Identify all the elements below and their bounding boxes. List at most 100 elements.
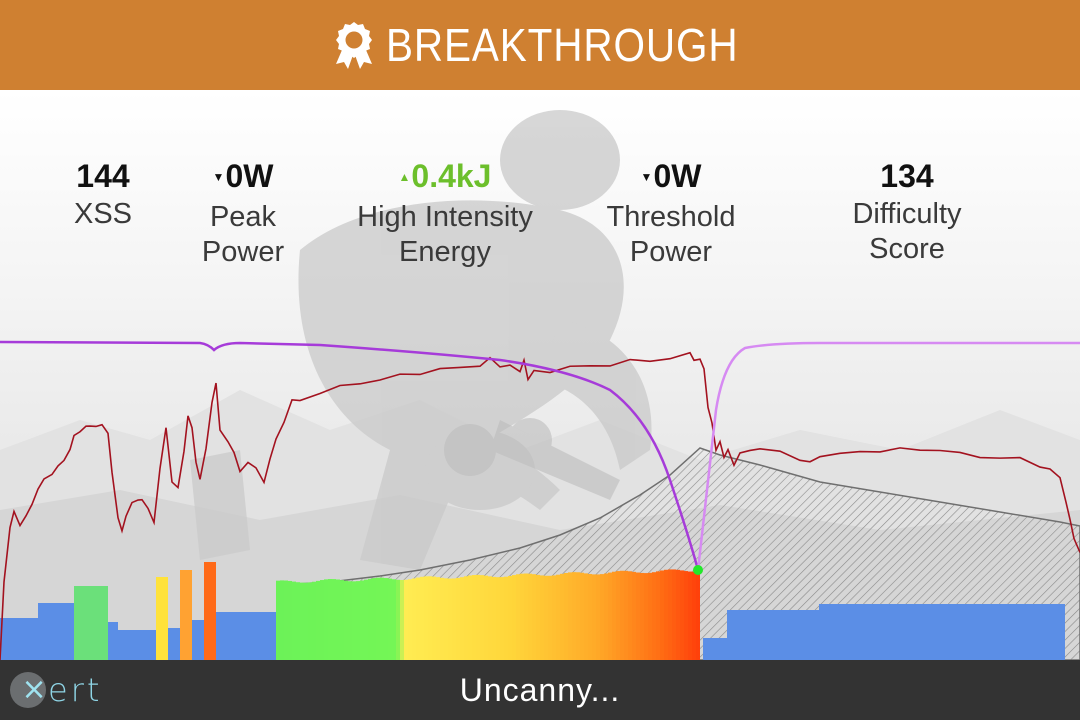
award-badge-icon [335, 22, 372, 69]
interval-bar [372, 578, 376, 660]
endurance-bar [168, 628, 180, 660]
interval-bar [516, 574, 520, 660]
interval-bar [384, 578, 388, 660]
stat-value: 144 [76, 158, 130, 194]
interval-bar [312, 581, 316, 660]
interval-bar [672, 569, 676, 660]
interval-bar [620, 570, 624, 660]
endurance-bar [38, 603, 74, 660]
interval-bar [508, 575, 512, 660]
interval-bar [460, 577, 464, 660]
interval-bar [304, 582, 308, 660]
header-title: BREAKTHROUGH [385, 19, 739, 71]
interval-bar [556, 574, 560, 660]
stat-label: XSS [73, 198, 133, 230]
interval-bar [332, 579, 336, 660]
endurance-bar [727, 610, 819, 660]
interval-bar [532, 574, 536, 660]
interval-bar [492, 576, 496, 660]
interval-bar [612, 571, 616, 660]
endurance-bar [216, 612, 276, 660]
interval-bar [604, 573, 608, 660]
footer-bar: × ert Uncanny... [0, 660, 1080, 720]
interval-bar [320, 580, 324, 660]
interval-bar [476, 574, 480, 660]
interval-bar [520, 573, 524, 660]
xert-logo: × ert [10, 668, 102, 712]
interval-bar [504, 576, 508, 660]
interval-bar [400, 579, 404, 660]
interval-bar [308, 582, 312, 660]
interval-bar [688, 571, 692, 660]
stat-threshold-power: ▼0W Threshold Power [607, 155, 736, 270]
interval-bar [316, 580, 320, 660]
interval-bar [452, 578, 456, 660]
interval-bar [364, 579, 368, 660]
interval-bar [360, 580, 364, 660]
interval-bar [292, 581, 296, 660]
interval-bar [684, 571, 688, 660]
interval-bar [668, 569, 672, 660]
interval-bar [540, 575, 544, 660]
interval-bar [416, 577, 420, 660]
interval-bar [552, 575, 556, 660]
interval-bar [648, 572, 652, 660]
interval-bar [656, 571, 660, 660]
interval-bar [280, 580, 284, 660]
interval-bar [636, 572, 640, 660]
interval-bar [696, 571, 700, 660]
interval-bar [584, 573, 588, 660]
interval-bar [536, 574, 540, 660]
interval-bar [456, 577, 460, 660]
mpa-recovery-line [696, 341, 1080, 571]
stat-label: Difficulty Score [852, 198, 962, 265]
interval-bar [640, 572, 644, 660]
interval-bar [568, 572, 572, 660]
interval-bar [680, 570, 684, 660]
interval-bar [588, 573, 592, 660]
endurance-bar [108, 622, 118, 660]
trend-down-icon: ▼ [212, 169, 225, 184]
logo-wordmark: ert [48, 671, 103, 709]
interval-bar [652, 572, 656, 660]
interval-bar [664, 569, 668, 660]
interval-bar [624, 570, 628, 660]
interval-bar [388, 578, 392, 660]
power-line [0, 351, 1080, 660]
interval-bar [180, 570, 192, 660]
interval-bar [644, 573, 648, 660]
endurance-bar [192, 620, 204, 660]
interval-bar [660, 570, 664, 660]
trend-up-icon: ▲ [398, 169, 411, 184]
interval-bar [396, 579, 400, 660]
interval-bar [348, 581, 352, 660]
interval-bar [512, 575, 516, 660]
endurance-bar [703, 638, 727, 660]
interval-bar [600, 574, 604, 660]
interval-bar [464, 576, 468, 660]
endurance-bar [118, 630, 156, 660]
interval-bar [692, 571, 696, 660]
interval-bar [496, 577, 500, 660]
interval-bar [74, 586, 108, 660]
interval-bar [616, 571, 620, 660]
interval-bars [0, 562, 1065, 660]
interval-bar [420, 576, 424, 660]
interval-bar [468, 575, 472, 660]
interval-bar [156, 577, 168, 660]
interval-bar [548, 575, 552, 660]
interval-bar [328, 579, 332, 660]
interval-bar [524, 573, 528, 660]
interval-bar [544, 575, 548, 660]
endurance-bar [819, 604, 1065, 660]
interval-bar [300, 582, 304, 660]
interval-bar [276, 580, 280, 660]
interval-bar [440, 577, 444, 660]
interval-bar [528, 573, 532, 660]
interval-bar [572, 572, 576, 660]
interval-bar [356, 581, 360, 660]
interval-bar [336, 579, 340, 660]
interval-bar [484, 575, 488, 660]
stat-xss: 144 XSS [74, 155, 132, 232]
interval-bar [380, 577, 384, 660]
